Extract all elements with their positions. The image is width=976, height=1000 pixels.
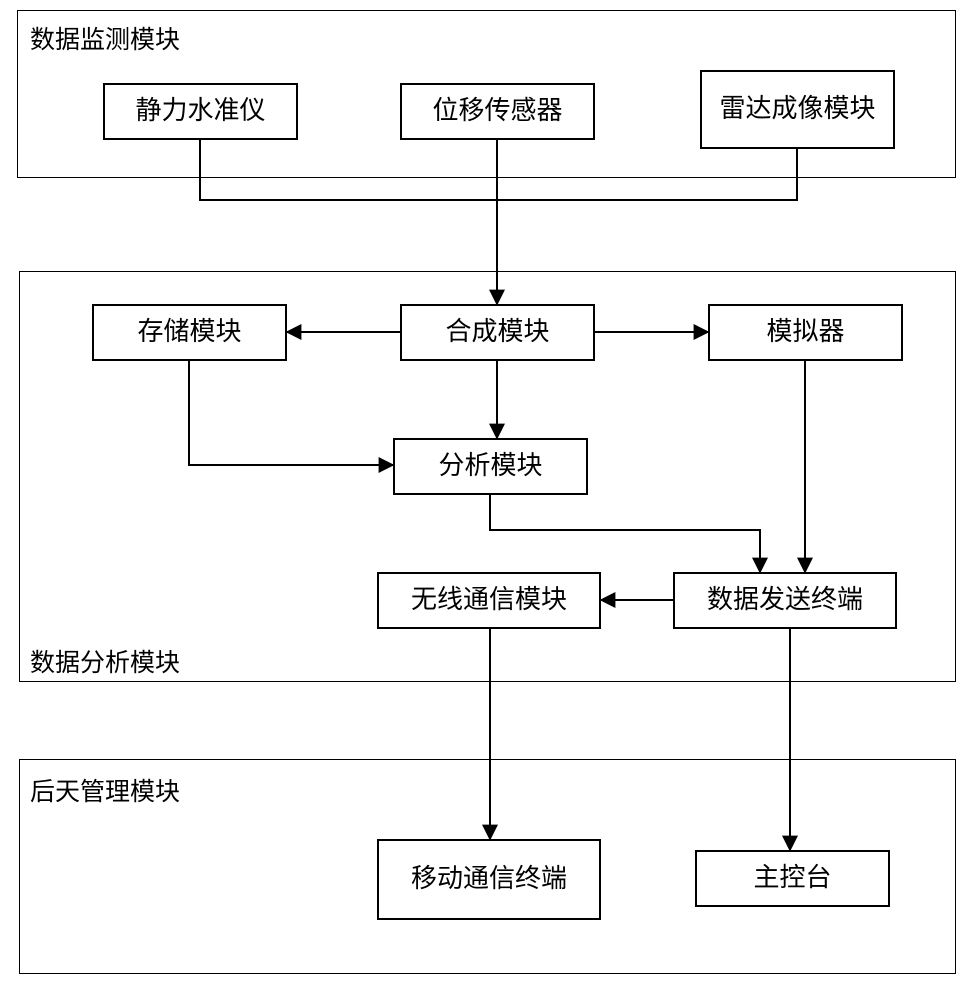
node-simulator: 模拟器 bbox=[708, 304, 903, 361]
node-synthesis: 合成模块 bbox=[400, 304, 595, 361]
node-mobile-terminal: 移动通信终端 bbox=[377, 839, 601, 920]
node-data-terminal: 数据发送终端 bbox=[673, 572, 897, 629]
node-wireless-comm: 无线通信模块 bbox=[377, 572, 601, 629]
group-monitoring-label: 数据监测模块 bbox=[30, 20, 180, 56]
group-management-label: 后天管理模块 bbox=[30, 772, 180, 808]
diagram-canvas: 数据监测模块 数据分析模块 后天管理模块 静力水准仪 位移 bbox=[0, 0, 976, 1000]
node-analysis: 分析模块 bbox=[393, 438, 588, 495]
node-main-console: 主控台 bbox=[695, 850, 890, 907]
group-analysis-label: 数据分析模块 bbox=[30, 643, 180, 679]
node-static-level: 静力水准仪 bbox=[103, 83, 298, 140]
node-storage: 存储模块 bbox=[92, 304, 287, 361]
node-radar-imaging: 雷达成像模块 bbox=[700, 70, 895, 149]
node-displacement-sensor: 位移传感器 bbox=[400, 83, 595, 140]
